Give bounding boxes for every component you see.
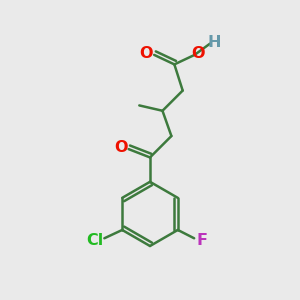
Text: O: O bbox=[140, 46, 153, 61]
Text: F: F bbox=[196, 233, 207, 248]
Text: H: H bbox=[208, 34, 221, 50]
Text: O: O bbox=[191, 46, 204, 61]
Text: Cl: Cl bbox=[86, 233, 104, 248]
Text: O: O bbox=[114, 140, 128, 155]
